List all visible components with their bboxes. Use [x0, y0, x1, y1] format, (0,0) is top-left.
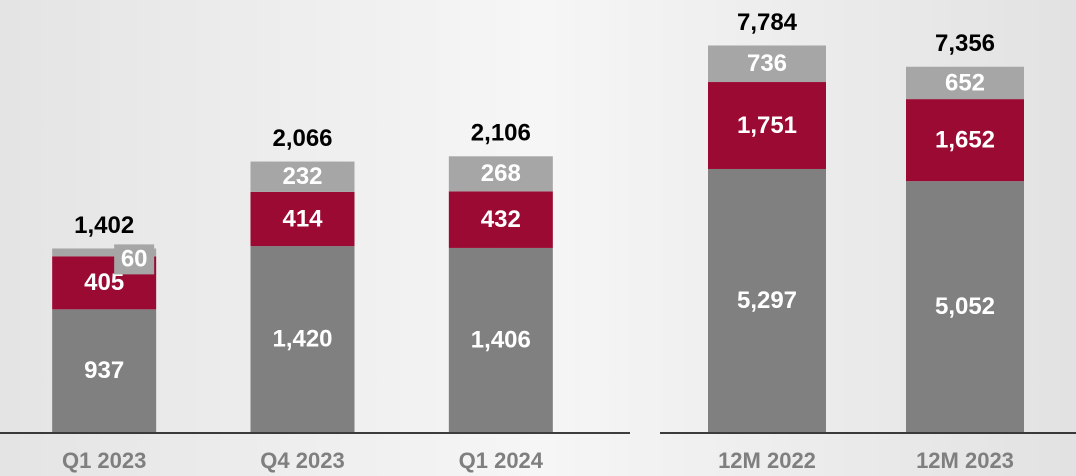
total-label: 2,066 [272, 125, 332, 152]
bar-segment [448, 247, 553, 432]
value-label: 736 [747, 50, 787, 77]
value-label-box [114, 244, 155, 275]
bar-segment [448, 191, 553, 248]
bar-segment [708, 82, 826, 169]
value-label: 1,652 [935, 126, 995, 153]
bar-segment [250, 191, 355, 247]
total-label: 7,784 [737, 9, 798, 36]
total-label: 2,106 [471, 120, 531, 147]
x-tick-label: Q1 2023 [62, 448, 146, 473]
x-tick-label: Q1 2024 [459, 448, 544, 473]
bar-segment [708, 45, 826, 83]
value-label: 652 [945, 69, 985, 96]
bar-segment [906, 99, 1024, 182]
x-tick-label: Q4 2023 [260, 448, 344, 473]
value-label: 1,420 [272, 325, 332, 352]
bar-segment [52, 309, 157, 432]
bar-segment [906, 181, 1024, 432]
bar-segment [52, 248, 157, 257]
value-label: 937 [84, 357, 124, 384]
value-label: 5,052 [935, 293, 995, 320]
bar-segment [708, 168, 826, 432]
total-label: 7,356 [935, 30, 995, 57]
bar-segment [448, 156, 553, 192]
x-tick-label: 12M 2023 [916, 448, 1014, 473]
total-label: 1,402 [74, 212, 134, 239]
value-label: 5,297 [737, 287, 797, 314]
value-label: 1,406 [471, 326, 531, 353]
bar-segment [906, 66, 1024, 100]
bar-segment [250, 161, 355, 192]
value-label: 1,751 [737, 112, 797, 139]
bar-segment [250, 246, 355, 432]
x-tick-label: 12M 2022 [718, 448, 816, 473]
value-label: 432 [481, 206, 521, 233]
value-label: 60 [121, 246, 148, 273]
value-label: 268 [481, 160, 521, 187]
value-label: 414 [282, 205, 323, 232]
value-label: 232 [282, 163, 322, 190]
